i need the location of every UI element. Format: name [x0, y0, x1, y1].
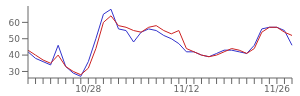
svg-text:40: 40 [9, 50, 21, 60]
svg-text:30: 30 [9, 67, 21, 77]
svg-text:10/28: 10/28 [75, 84, 101, 94]
svg-text:11/12: 11/12 [173, 84, 199, 94]
svg-text:50: 50 [9, 34, 21, 44]
svg-text:60: 60 [9, 18, 21, 28]
svg-text:11/26: 11/26 [264, 84, 290, 94]
